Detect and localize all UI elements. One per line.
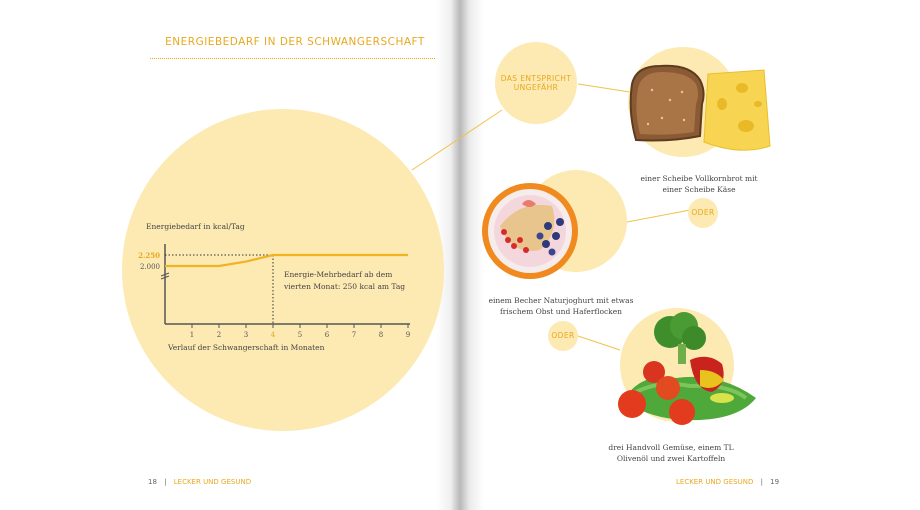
connector-chart-bubble [411,109,503,171]
bubble-circle [495,42,577,124]
footer-right-separator: | [760,478,763,486]
book-gutter [436,0,484,510]
or-badge-2 [548,321,578,351]
caption-yogurt-line2: frischem Obst und Haferflocken [500,307,622,316]
caption-yogurt: einem Becher Naturjoghurt mit etwas fris… [478,295,644,317]
title-divider [150,58,435,59]
or-label-1: ODER [691,208,715,217]
chart-x-tick-label: 7 [352,331,356,339]
chart-series-line [165,253,408,268]
caption-vegetables: drei Handvoll Gemüse, einem TL Olivenöl … [598,442,744,464]
footer-left-separator: | [164,478,167,486]
chart-x-tick-label: 2 [217,331,221,339]
chart-ylabel: Energiebedarf in kcal/Tag [146,222,245,231]
chart-axis-break [160,272,170,280]
chart-x-tick-label: 5 [298,331,302,339]
or-label-2: ODER [551,331,575,340]
chart-x-tick-label: 6 [325,331,330,339]
page-number-left: 18 [148,478,157,486]
footer-right: LECKER UND GESUND | 19 [676,478,779,486]
chart-xlabel: Verlauf der Schwangerschaft in Monaten [168,343,325,352]
bubble-text-line1: DAS ENTSPRICHT [500,74,572,83]
bubble-text: DAS ENTSPRICHT UNGEFÄHR [495,74,577,92]
footer-left-label: LECKER UND GESUND [173,478,252,486]
connector-or-vegetables [577,335,621,351]
connector-or-yogurt [626,209,691,223]
chart-annotation-line1: Energie-Mehrbedarf ab dem [284,270,393,279]
caption-yogurt-line1: einem Becher Naturjoghurt mit etwas [488,296,634,305]
caption-vegetables-line1: drei Handvoll Gemüse, einem TL [608,443,734,452]
footer-left: 18 | LECKER UND GESUND [148,478,251,486]
chart-x-tick-label: 3 [244,331,248,339]
page-title: ENERGIEBEDARF IN DER SCHWANGERSCHAFT [165,36,425,48]
footer-right-label: LECKER UND GESUND [676,478,754,486]
chart-x-tick-label: 1 [190,331,194,339]
bubble-text-line2: UNGEFÄHR [513,83,559,92]
chart-x-tick-label: 4 [271,331,276,339]
chart-y-tick-label: 2.000 [140,263,160,271]
chart-x-tick-label: 9 [406,331,410,339]
chart-background-circle [122,109,444,431]
chart-y-tick-label: 2.250 [138,251,160,260]
caption-bread-cheese: einer Scheibe Vollkornbrot mit einer Sch… [630,173,768,195]
or-badge-1 [688,198,718,228]
chart-x-tick-label: 8 [379,331,383,339]
chart-annotation-line2: vierten Monat: 250 kcal am Tag [284,282,406,291]
caption-vegetables-line2: Olivenöl und zwei Kartoffeln [616,454,726,463]
connector-bubble-bread [577,83,631,93]
caption-bread-cheese-line2: einer Scheibe Käse [662,185,736,194]
page-number-right: 19 [770,478,780,486]
caption-bread-cheese-line1: einer Scheibe Vollkornbrot mit [640,174,758,183]
